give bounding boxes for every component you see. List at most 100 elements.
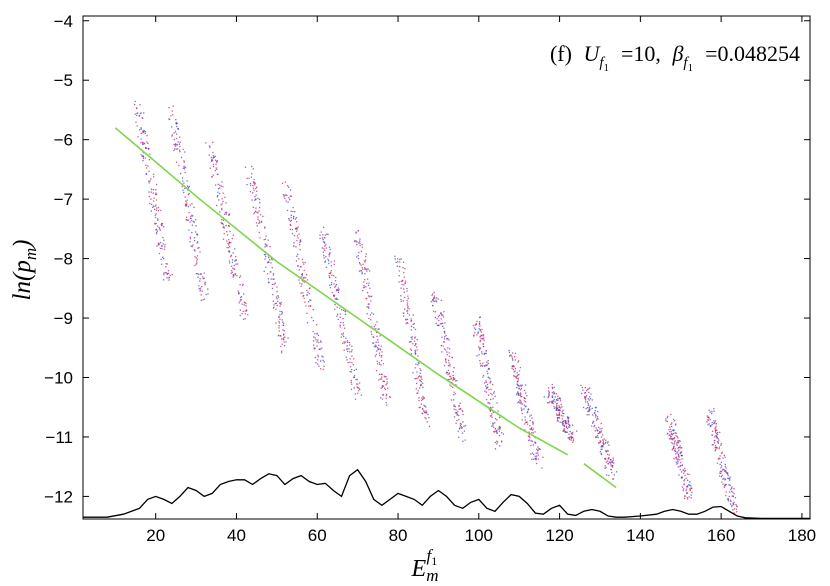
scatter-point: [707, 419, 710, 421]
scatter-point: [217, 188, 220, 190]
scatter-point: [378, 352, 381, 354]
scatter-point: [677, 453, 679, 455]
scatter-point: [724, 479, 726, 481]
scatter-point: [217, 173, 219, 176]
scatter-point: [448, 355, 451, 358]
scatter-point: [333, 294, 335, 297]
scatter-point: [276, 298, 278, 300]
scatter-point: [296, 239, 298, 242]
scatter-point: [142, 159, 144, 162]
scatter-point: [254, 184, 256, 186]
scatter-point: [670, 413, 672, 416]
scatter-point: [552, 402, 554, 405]
scatter-point: [496, 431, 498, 434]
scatter-point: [155, 228, 158, 231]
scatter-point: [255, 207, 257, 209]
scatter-point: [142, 132, 144, 134]
scatter-point: [488, 389, 490, 391]
scatter-point: [435, 301, 438, 303]
scatter-point: [296, 227, 298, 229]
scatter-point: [714, 444, 717, 447]
scatter-point: [531, 417, 533, 419]
scatter-point: [290, 214, 293, 216]
scatter-point: [537, 446, 539, 448]
scatter-point: [473, 327, 476, 329]
scatter-point: [601, 445, 603, 447]
scatter-point: [443, 331, 446, 333]
scatter-point: [215, 167, 217, 169]
scatter-point: [565, 426, 568, 429]
scatter-point: [333, 275, 335, 277]
scatter-point: [681, 477, 683, 479]
scatter-point: [407, 297, 409, 299]
scatter-point: [535, 462, 538, 465]
scatter-point: [484, 382, 486, 384]
scatter-point: [312, 340, 315, 342]
scatter-point: [524, 406, 527, 408]
scatter-point: [419, 372, 422, 374]
scatter-point: [236, 275, 238, 277]
scatter-point: [718, 446, 720, 448]
scatter-point: [414, 353, 416, 355]
scatter-point: [422, 398, 424, 401]
scatter-point: [308, 288, 311, 290]
scatter-point: [161, 256, 164, 259]
scatter-point: [455, 384, 457, 386]
scatter-point: [518, 388, 520, 390]
scatter-point: [597, 432, 599, 435]
scatter-point: [298, 269, 301, 271]
scatter-point: [417, 362, 419, 364]
scatter-point: [375, 369, 378, 372]
scatter-point: [273, 283, 275, 285]
scatter-point: [556, 420, 559, 422]
scatter-point: [150, 178, 152, 180]
scatter-point: [214, 155, 216, 158]
scatter-point: [159, 229, 161, 231]
scatter-point: [581, 392, 583, 395]
scatter-point: [523, 404, 525, 406]
scatter-point: [727, 498, 729, 500]
scatter-point: [720, 476, 723, 478]
scatter-point: [383, 375, 385, 377]
scatter-point: [335, 276, 337, 279]
scatter-point: [512, 359, 514, 361]
scatter-point: [722, 478, 724, 480]
scatter-point: [457, 410, 459, 413]
scatter-point: [584, 399, 587, 401]
scatter-point: [372, 336, 374, 338]
scatter-point: [275, 308, 277, 311]
scatter-point: [367, 303, 370, 305]
scatter-point: [488, 402, 490, 404]
scatter-point: [615, 471, 618, 473]
scatter-point: [279, 305, 281, 307]
scatter-point: [270, 262, 272, 264]
scatter-point: [321, 247, 323, 249]
scatter-point: [283, 330, 285, 332]
scatter-point: [209, 167, 211, 169]
scatter-point: [557, 399, 559, 401]
scatter-point: [239, 284, 241, 286]
scatter-point: [681, 486, 684, 488]
scatter-point: [402, 261, 405, 263]
scatter-point: [669, 426, 671, 428]
scatter-point: [519, 402, 521, 404]
scatter-point: [161, 247, 163, 250]
x-tick-label: 140: [626, 526, 654, 545]
scatter-point: [216, 160, 218, 162]
scatter-point: [727, 500, 730, 502]
scatter-point: [191, 224, 193, 226]
scatter-point: [366, 282, 368, 285]
scatter-point: [339, 326, 342, 328]
scatter-point: [287, 337, 289, 339]
scatter-point: [588, 410, 590, 412]
scatter-point: [243, 293, 245, 295]
scatter-point: [175, 121, 177, 124]
scatter-point: [360, 250, 363, 253]
scatter-point: [480, 365, 482, 367]
scatter-point: [527, 408, 529, 411]
scatter-point: [537, 450, 539, 452]
scatter-point: [433, 298, 435, 300]
scatter-point: [283, 341, 285, 343]
scatter-point: [160, 224, 162, 226]
scatter-point: [713, 408, 715, 410]
